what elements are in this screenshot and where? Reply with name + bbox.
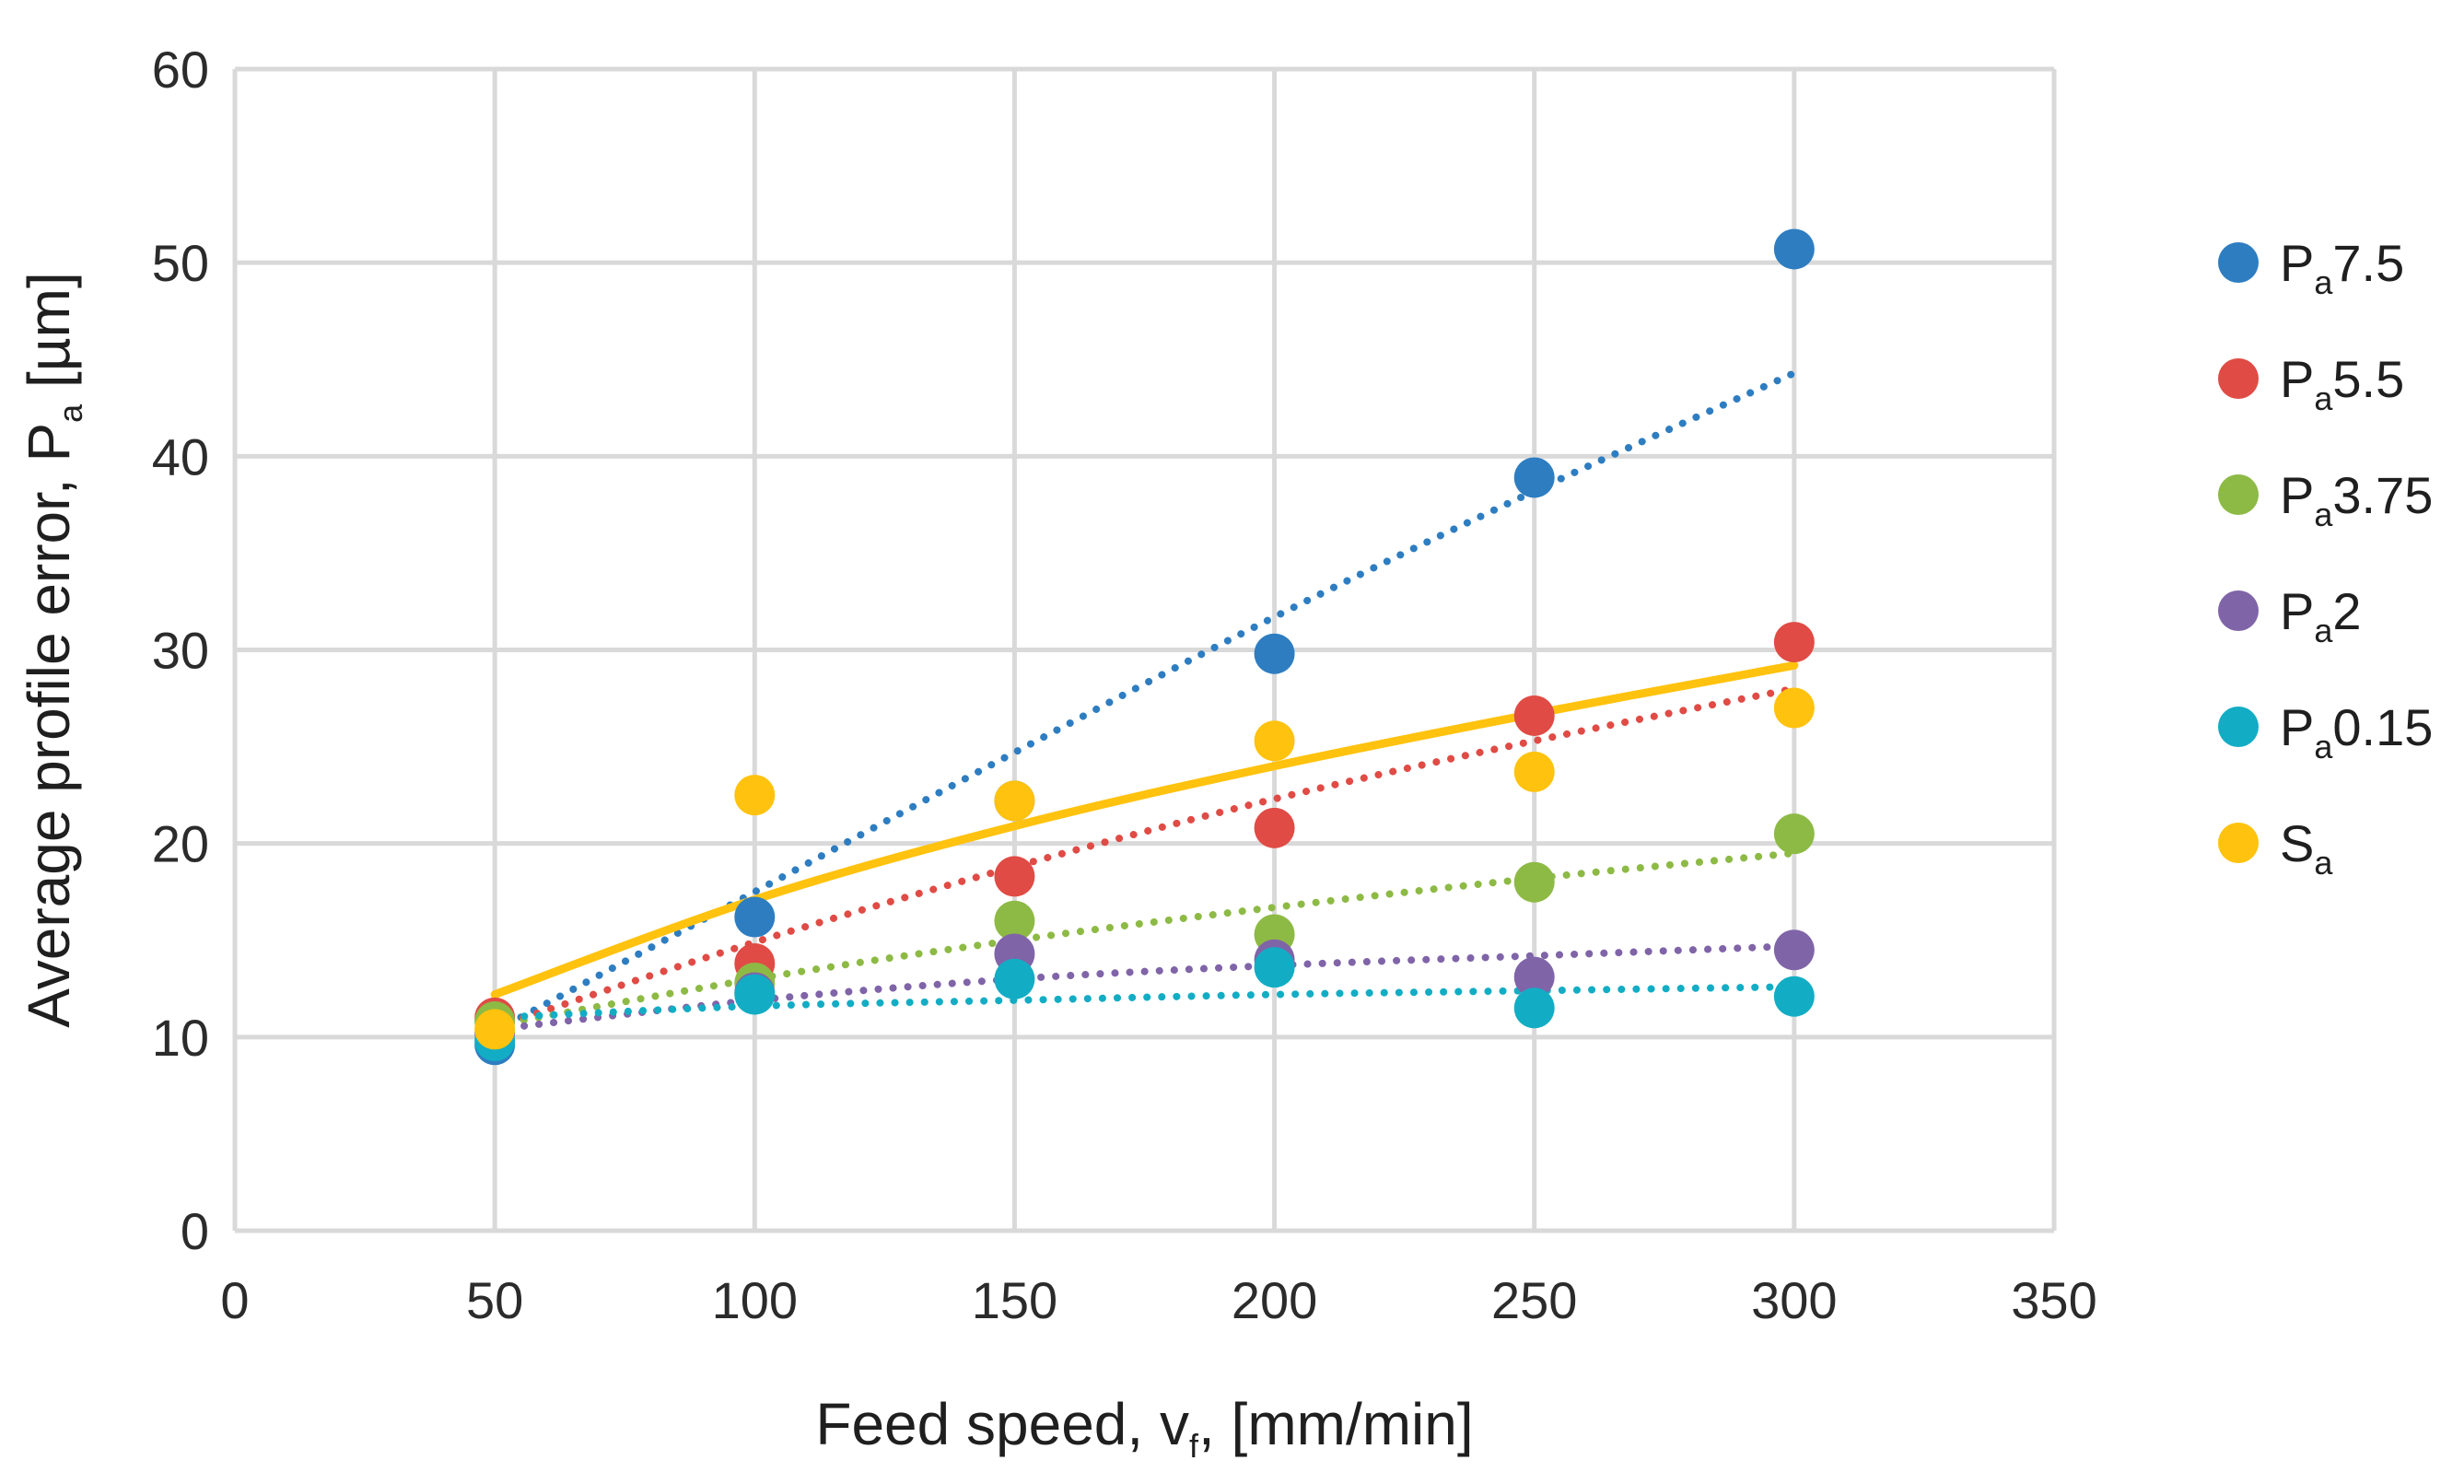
legend-label: Pa3.75 [2280,466,2433,533]
x-axis-title-sub: f [1189,1427,1199,1465]
x-tick-label: 250 [1491,1271,1577,1329]
legend-label: Pa0.15 [2280,698,2433,765]
point-pa7-5 [1773,228,1815,270]
legend-label: Pa5.5 [2280,350,2404,417]
point-pa5-5 [994,856,1035,897]
legend-item-pa2: Pa2 [2218,582,2362,649]
y-axis-title: Average profile error, Pa [µm] [16,272,89,1028]
point-sa [994,780,1035,822]
trendline-pa2 [491,942,1798,1034]
point-pa7-5 [734,896,776,938]
legend-item-pa7-5: Pa7.5 [2218,234,2404,301]
point-pa3-75 [1773,813,1815,855]
x-tick-label: 150 [972,1271,1057,1329]
legend: Pa7.5 Pa5.5 Pa3.75 Pa2 Pa0.15 Sa [2218,234,2433,882]
point-pa0-15 [1254,947,1295,988]
legend-label: Pa7.5 [2280,234,2404,301]
point-pa0-15 [734,974,776,1015]
legend-marker [2218,474,2259,515]
legend-marker [2218,242,2259,283]
y-tick-label: 50 [152,234,209,292]
y-tick-label: 60 [152,41,209,99]
y-axis-title-suffix: [µm] [16,272,82,404]
point-pa3-75 [1513,861,1555,903]
legend-item-pa0-15: Pa0.15 [2218,698,2433,765]
legend-item-pa3-75: Pa3.75 [2218,466,2433,533]
point-sa [1254,720,1295,762]
x-tick-label: 50 [466,1271,523,1329]
point-pa0-15 [1513,987,1555,1029]
point-pa0-15 [1773,976,1815,1017]
point-pa3-75 [994,900,1035,941]
trendline-pa3-75 [491,849,1798,1030]
y-tick-label: 20 [152,815,209,873]
y-axis-title-sub: a [52,403,89,423]
point-pa5-5 [1773,622,1815,663]
axis-labels-layer: 0 10 20 30 40 50 60 0 50 100 150 200 250 300 350 Feed s… [16,41,2097,1465]
point-pa2 [1513,956,1555,998]
x-axis-title-suffix: , [mm/min] [1198,1391,1474,1457]
point-pa7-5 [1513,457,1555,498]
point-pa0-15 [994,958,1035,999]
point-layer [474,228,1815,1066]
trendline-pa5-5 [491,684,1798,1032]
y-tick-label: 30 [152,622,209,680]
point-pa5-5 [1254,807,1295,848]
legend-marker [2218,590,2259,631]
trendline-pa0-15 [491,983,1798,1022]
legend-marker [2218,823,2259,863]
trend-layer [490,368,1799,1035]
x-axis-title: Feed speed, vf, [mm/min] [815,1391,1473,1465]
point-sa [1773,687,1815,729]
point-sa [1513,751,1555,792]
x-tick-label: 100 [712,1271,798,1329]
trendline-sa [490,660,1799,999]
y-tick-label: 40 [152,427,209,485]
legend-item-sa: Sa [2218,814,2333,882]
x-tick-label: 200 [1232,1271,1317,1329]
point-pa7-5 [1254,633,1295,674]
legend-marker [2218,358,2259,399]
point-pa2 [1773,929,1815,971]
y-tick-label: 10 [152,1009,209,1067]
legend-marker [2218,707,2259,747]
legend-label: Pa2 [2280,582,2362,649]
point-pa5-5 [1513,695,1555,736]
point-sa [474,1009,516,1050]
y-tick-label: 0 [181,1202,209,1260]
y-axis-title-main: Average profile error, P [16,423,82,1028]
legend-label: Sa [2280,814,2333,882]
point-sa [734,775,776,816]
x-tick-label: 350 [2011,1271,2096,1329]
x-tick-label: 300 [1751,1271,1837,1329]
legend-item-pa5-5: Pa5.5 [2218,350,2404,417]
x-tick-label: 0 [220,1271,249,1329]
x-axis-title-main: Feed speed, v [815,1391,1189,1457]
